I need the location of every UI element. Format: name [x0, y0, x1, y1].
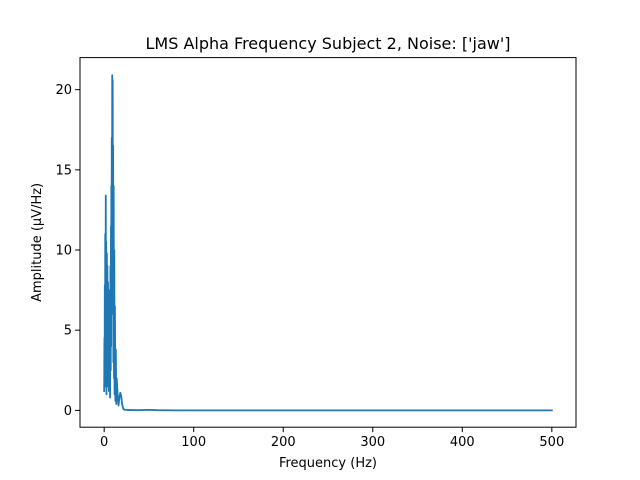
y-tick-label: 20 [55, 83, 72, 98]
y-tick-label: 15 [55, 163, 72, 178]
axes-frame [79, 57, 577, 428]
x-axis-label: Frequency (Hz) [279, 456, 377, 471]
x-tick-label: 500 [539, 435, 564, 450]
chart-title: LMS Alpha Frequency Subject 2, Noise: ['… [145, 34, 510, 53]
plot-area [103, 74, 553, 412]
y-tick-label: 5 [64, 324, 72, 339]
x-tick-label: 300 [360, 435, 385, 450]
y-axis-ticks: 0 5 10 15 20 [55, 83, 80, 419]
x-axis-ticks: 0 100 200 300 400 500 [100, 427, 564, 450]
x-tick-label: 100 [181, 435, 206, 450]
y-axis-label: Amplitude (μV/Hz) [30, 183, 45, 302]
x-tick-label: 0 [100, 435, 108, 450]
y-tick-label: 0 [64, 404, 72, 419]
series-line-0 [103, 74, 553, 412]
x-tick-label: 200 [271, 435, 296, 450]
y-tick-label: 10 [55, 244, 72, 259]
x-tick-label: 400 [450, 435, 475, 450]
